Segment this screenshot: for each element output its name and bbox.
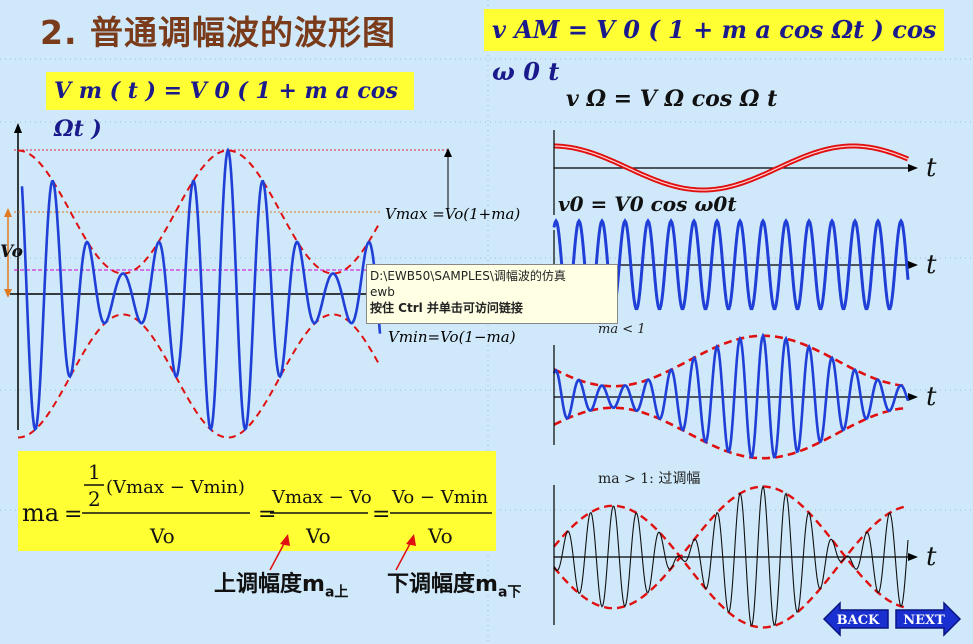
axis-v-omega-t-label: t	[926, 153, 937, 183]
ma-den1: Vo	[149, 524, 175, 548]
lower-modulation-label: 下调幅度ma下	[387, 572, 522, 601]
tooltip-hint: 按住 Ctrl 并单击可访问链接	[370, 301, 523, 315]
vmax-label: Vmax =Vo(1+ma)	[385, 205, 521, 223]
hyperlink-tooltip: D:\EWB50\SAMPLES\调幅波的仿真 ewb 按住 Ctrl 并单击可…	[366, 264, 618, 324]
vm-formula-box: V m ( t ) = V 0 ( 1 + m a cos Ωt )	[46, 72, 414, 142]
envelope-ma-lt-1-lower	[553, 406, 909, 460]
vm-formula: V m ( t ) = V 0 ( 1 + m a cos Ωt )	[54, 78, 398, 142]
svg-text:=: =	[258, 502, 276, 527]
back-button[interactable]: BACK	[822, 601, 890, 637]
ma-part2: Vmax − Vo	[271, 487, 372, 508]
envelope-ma-gt-1-b	[553, 504, 909, 629]
ma-formula-box: ma = 1 2 (Vmax − Vmin) Vo = Vmax − Vo Vo…	[18, 451, 496, 551]
next-label: NEXT	[903, 613, 945, 628]
axis-ma-gt-1-arrow	[908, 553, 918, 561]
modulating-signal-core	[554, 145, 909, 191]
slide-title: 2. 普通调幅波的波形图	[40, 13, 396, 52]
upper-modulation-label: 上调幅度ma上	[214, 572, 349, 601]
axis-carrier-t-label: t	[926, 250, 937, 280]
next-button[interactable]: NEXT	[894, 601, 962, 637]
back-label: BACK	[837, 613, 880, 628]
lower-envelope	[17, 313, 381, 439]
ma-part1: (Vmax − Vmin)	[106, 477, 245, 498]
half-den: 2	[88, 487, 101, 511]
ma-den3: Vo	[427, 524, 453, 548]
axis-ma-gt-1-t-label: t	[926, 542, 937, 572]
ma-gt-1-label: ma > 1: 过调幅	[598, 471, 701, 487]
axis-v-omega-arrow	[908, 164, 918, 172]
envelope-ma-lt-1-upper	[553, 334, 909, 388]
envelope-ma-gt-1-a	[553, 485, 909, 610]
am-ma-lt-1	[552, 332, 910, 459]
tooltip-ext: ewb	[370, 285, 395, 299]
vam-formula: v AM = V 0 ( 1 + m a cos Ωt ) cos ω 0 t	[492, 15, 937, 86]
ma-den2: Vo	[305, 524, 331, 548]
tooltip-path: D:\EWB50\SAMPLES\调幅波的仿真	[370, 269, 566, 283]
axis-ma-lt-1-t-label: t	[926, 382, 937, 412]
svg-text:=: =	[64, 502, 82, 527]
am-ma-gt-1	[553, 485, 909, 626]
waveform-stack-right: t t t t	[552, 130, 937, 629]
am-carrier	[20, 147, 382, 432]
upper-envelope	[17, 149, 381, 275]
am-waveform-left: Vo	[0, 123, 452, 439]
v0-axis-label: Vo	[0, 242, 23, 262]
axis-ma-lt-1-arrow	[908, 393, 918, 401]
half-num: 1	[88, 460, 101, 484]
v-omega-label: v Ω = V Ω cos Ω t	[566, 86, 778, 112]
vmin-label: Vmin=Vo(1−ma)	[388, 328, 516, 346]
ma-part3: Vo − Vmin	[391, 487, 489, 508]
v-zero-label: v0 = V0 cos ω0t	[558, 192, 737, 216]
vam-formula-box: v AM = V 0 ( 1 + m a cos Ωt ) cos ω 0 t	[484, 9, 944, 86]
svg-text:=: =	[372, 502, 390, 527]
y-axis-arrow	[14, 123, 22, 133]
pointer-arrows	[269, 534, 416, 571]
ma-lhs: ma	[22, 499, 59, 527]
ma-lt-1-label: ma < 1	[598, 322, 646, 337]
axis-carrier-arrow	[908, 261, 918, 269]
